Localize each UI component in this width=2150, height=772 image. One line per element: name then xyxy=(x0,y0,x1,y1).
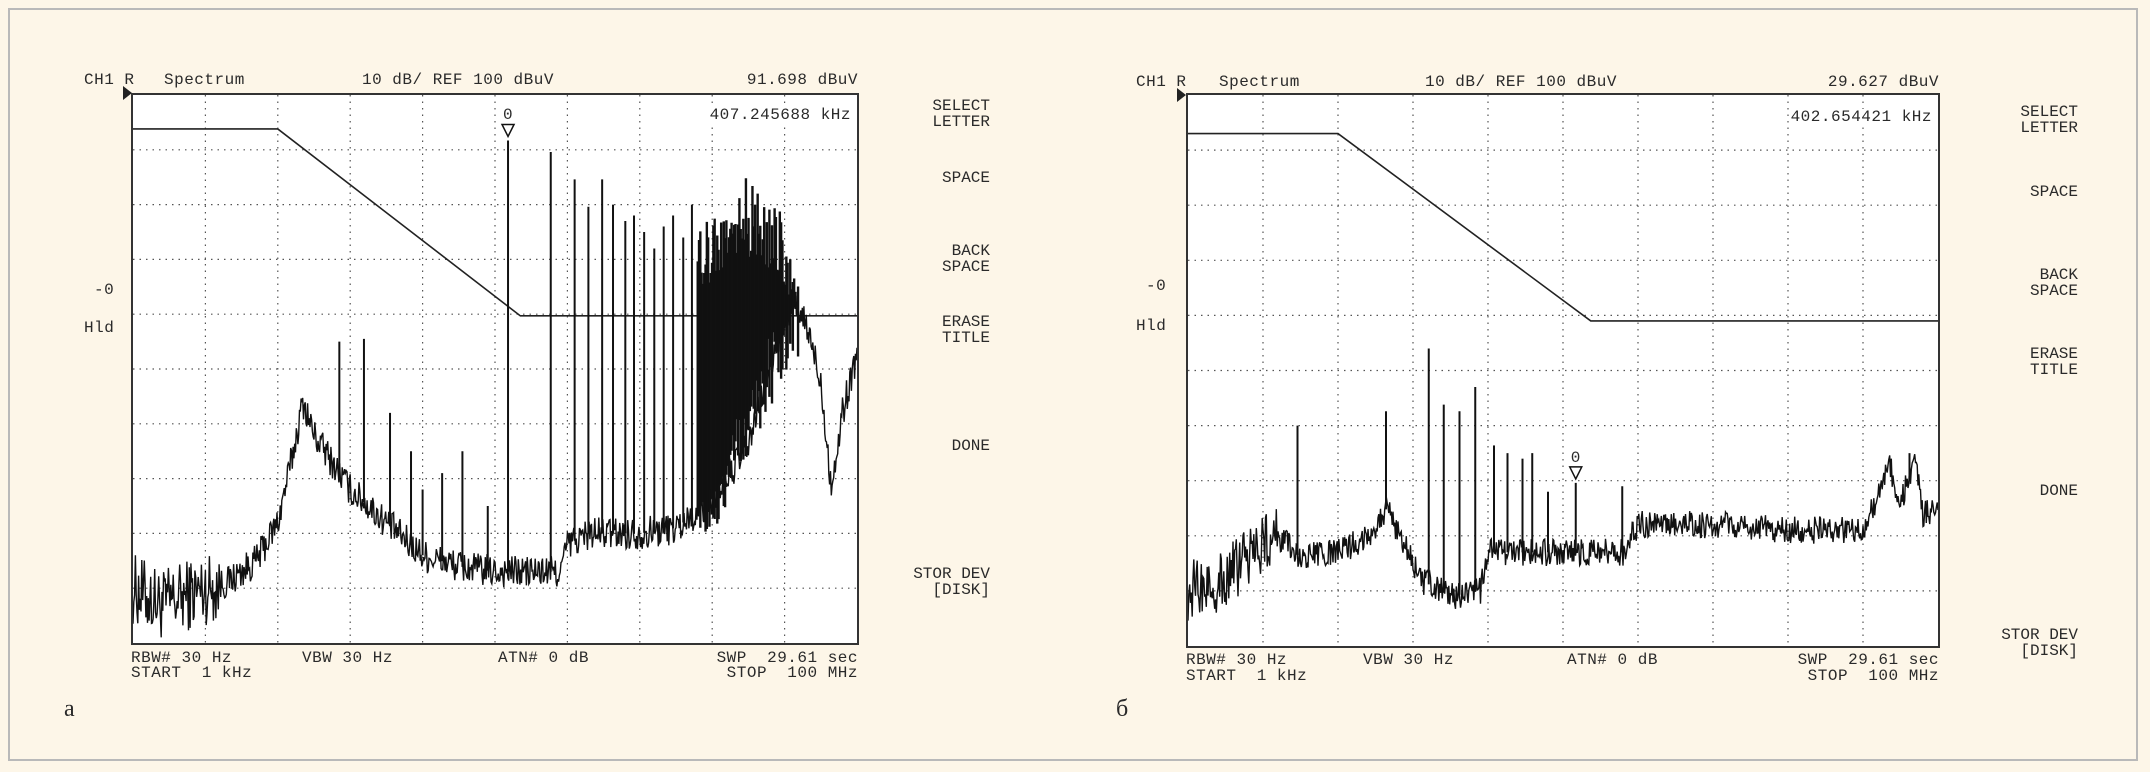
spectrum-plot[interactable]: 402.654421 kHz 0 xyxy=(1186,93,1940,648)
mode-label: Spectrum xyxy=(164,71,245,89)
start-label: START 1 kHz xyxy=(1186,667,1308,685)
softkey-space[interactable]: SPACE xyxy=(2029,183,2078,201)
mode-label: Spectrum xyxy=(1219,73,1300,91)
start-label: START 1 kHz xyxy=(131,664,253,682)
atn-label: ATN# 0 dB xyxy=(498,649,589,667)
atn-label: ATN# 0 dB xyxy=(1567,651,1658,669)
rbw-label: RBW# 30 Hz xyxy=(1186,651,1288,669)
spectrum-panel-b: CH1 R Spectrum 10 dB/ REF 100 dBuV 29.62… xyxy=(1080,0,2150,772)
marker-level: 91.698 dBuV xyxy=(746,71,858,89)
sweep-label: SWP 29.61 sec xyxy=(716,649,858,667)
rbw-label: RBW# 30 Hz xyxy=(131,649,233,667)
spectrum-svg xyxy=(1188,95,1938,646)
limit-line xyxy=(133,128,857,317)
vbw-label: VBW 30 Hz xyxy=(1363,651,1454,669)
sweep-label: SWP 29.61 sec xyxy=(1797,651,1939,669)
marker-frequency: 407.245688 kHz xyxy=(709,106,851,124)
ref-level-label: -0 xyxy=(94,281,115,299)
scale-label: 10 dB/ REF 100 dBuV xyxy=(362,71,554,89)
figure-frame xyxy=(8,8,2138,761)
softkey-back-space[interactable]: BACK SPACE xyxy=(941,242,990,276)
ref-level-label: -0 xyxy=(1146,277,1167,295)
spectrum-plot[interactable]: 407.245688 kHz 0 xyxy=(131,93,859,645)
spectrum-svg xyxy=(133,95,857,643)
scale-label: 10 dB/ REF 100 dBuV xyxy=(1425,73,1617,91)
channel-label: CH1 R xyxy=(84,71,135,89)
stop-label: STOP 100 MHz xyxy=(726,664,858,682)
marker-number: 0 xyxy=(1570,448,1581,467)
spectrum-panel-a: CH1 R Spectrum 10 dB/ REF 100 dBuV 91.69… xyxy=(64,71,990,722)
hold-label: Hld xyxy=(84,319,115,337)
softkey-stor-dev[interactable]: STOR DEV [DISK] xyxy=(913,565,990,599)
softkey-space[interactable]: SPACE xyxy=(941,169,990,187)
softkey-erase-title[interactable]: ERASE TITLE xyxy=(2029,345,2078,379)
ref-arrow-icon xyxy=(123,86,132,100)
softkey-select-letter[interactable]: SELECT LETTER xyxy=(2020,103,2078,137)
panel-label: а xyxy=(64,696,75,722)
softkey-erase-title[interactable]: ERASE TITLE xyxy=(941,313,990,347)
limit-line xyxy=(1188,132,1938,322)
vbw-label: VBW 30 Hz xyxy=(302,649,393,667)
spectrum-trace xyxy=(133,289,857,638)
marker-frequency: 402.654421 kHz xyxy=(1790,108,1932,126)
hold-label: Hld xyxy=(1136,317,1167,335)
softkey-select-letter[interactable]: SELECT LETTER xyxy=(932,97,990,131)
ref-arrow-icon xyxy=(1177,88,1186,102)
panel-label: б xyxy=(1116,696,1129,722)
marker-triangle-icon xyxy=(500,123,516,139)
marker-level: 29.627 dBuV xyxy=(1827,73,1939,91)
channel-label: CH1 R xyxy=(1136,73,1187,91)
softkey-done[interactable]: DONE xyxy=(951,437,990,455)
marker-triangle-icon xyxy=(1568,466,1583,481)
marker-number: 0 xyxy=(503,106,514,125)
spectrum-trace xyxy=(1188,454,1938,621)
softkey-stor-dev[interactable]: STOR DEV [DISK] xyxy=(2001,626,2078,660)
softkey-back-space[interactable]: BACK SPACE xyxy=(2029,266,2078,300)
stop-label: STOP 100 MHz xyxy=(1807,667,1939,685)
softkey-done[interactable]: DONE xyxy=(2039,482,2078,500)
